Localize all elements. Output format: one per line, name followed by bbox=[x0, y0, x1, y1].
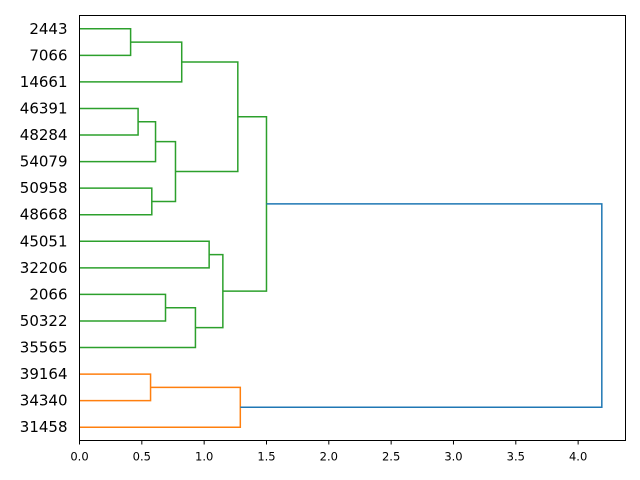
leaf-label: 48668 bbox=[20, 206, 68, 224]
x-tick-label: 0.5 bbox=[133, 450, 151, 464]
link-n8 bbox=[79, 240, 210, 269]
leaf-label: 45051 bbox=[20, 232, 68, 250]
leaf-label: 50958 bbox=[20, 179, 68, 197]
dendrogram-links bbox=[79, 28, 603, 428]
leaf-label: 50322 bbox=[20, 312, 68, 330]
link-n2 bbox=[79, 41, 183, 83]
leaf-label: 39164 bbox=[20, 365, 68, 383]
leaf-label: 48284 bbox=[20, 126, 68, 144]
link-n11 bbox=[195, 253, 224, 329]
x-tick-label: 4.0 bbox=[569, 450, 587, 464]
link-n6 bbox=[151, 140, 177, 203]
leaf-labels: 2443 7066 14661 46391 48284 54079 50958 48668 45… bbox=[20, 20, 68, 436]
link-n7 bbox=[175, 61, 239, 173]
leaf-label: 35565 bbox=[20, 339, 68, 357]
plot-frame bbox=[79, 15, 626, 441]
leaf-label: 54079 bbox=[20, 153, 68, 171]
x-tick-label: 1.5 bbox=[257, 450, 275, 464]
leaf-label: 32206 bbox=[20, 259, 68, 277]
x-tick-label: 2.0 bbox=[320, 450, 338, 464]
x-tick-label: 3.5 bbox=[507, 450, 525, 464]
x-tick-label: 0.0 bbox=[70, 450, 88, 464]
leaf-label: 2066 bbox=[29, 285, 67, 303]
link-n14 bbox=[79, 386, 242, 428]
leaf-label: 31458 bbox=[20, 418, 68, 436]
leaf-label: 2443 bbox=[29, 20, 67, 38]
link-n5 bbox=[79, 187, 153, 216]
x-axis: 0.0 0.5 1.0 1.5 2.0 2.5 3.0 3.5 4.0 bbox=[70, 440, 587, 464]
leaf-label: 34340 bbox=[20, 392, 68, 410]
link-n9 bbox=[79, 293, 167, 322]
link-n13 bbox=[79, 373, 152, 402]
link-n10 bbox=[79, 306, 197, 349]
link-n15 bbox=[240, 203, 603, 409]
leaf-label: 7066 bbox=[29, 46, 67, 64]
leaf-label: 14661 bbox=[20, 73, 68, 91]
leaf-label: 46391 bbox=[20, 99, 68, 117]
link-n12 bbox=[222, 116, 268, 292]
link-n1 bbox=[79, 28, 132, 57]
link-n3 bbox=[79, 107, 139, 136]
x-tick-label: 1.0 bbox=[195, 450, 213, 464]
x-tick-label: 3.0 bbox=[444, 450, 462, 464]
link-n4 bbox=[79, 121, 157, 163]
x-tick-label: 2.5 bbox=[382, 450, 400, 464]
